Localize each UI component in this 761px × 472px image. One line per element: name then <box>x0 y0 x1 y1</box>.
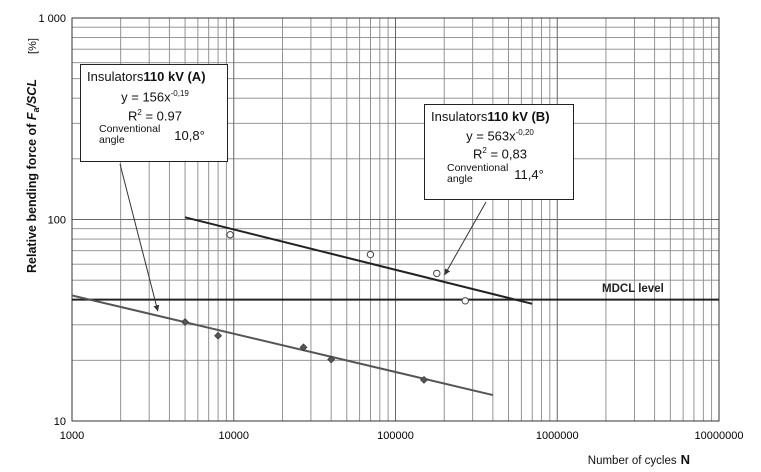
annotation-a-title-text: Insulators <box>87 69 144 84</box>
annotation-a-conv-text: Conventional angle <box>99 122 161 146</box>
data-point-b <box>433 269 441 278</box>
annotation-a-eq-prefix: y = 156x <box>121 89 171 105</box>
annotation-b-conv-text: Conventional angle <box>447 161 509 185</box>
annotation-a-title: Insulators110 kV (A) <box>87 69 223 84</box>
x-axis-label-text: Number of cycles <box>588 455 677 467</box>
x-tick-labels: 1000 10000 100000 1000000 10000000 <box>60 430 744 442</box>
x-tick-label: 1000000 <box>536 430 579 442</box>
annotation-a-title-bold: 110 kV (A) <box>143 69 206 84</box>
annotation-box-a: Insulators110 kV (A) y = 156x-0,19 R2 = … <box>80 64 228 162</box>
annotation-b-angle: 11,4° <box>514 166 544 182</box>
data-point-a <box>214 331 222 340</box>
plot-frame <box>71 17 720 422</box>
annotation-b-r2-sup: 2 <box>482 146 487 156</box>
annotation-a-conv-line1: Conventional <box>99 122 161 135</box>
y-axis-unit: [%] <box>27 38 39 54</box>
annotation-b-r2-value: = 0,83 <box>486 146 527 162</box>
annotation-b-eq-exp: -0,20 <box>515 128 534 137</box>
annotation-b-conv: Conventional angle 11,4° <box>431 161 569 185</box>
annotation-b-equation: y = 563x-0,20 <box>431 128 569 143</box>
annotation-a-equation: y = 156x-0,19 <box>87 89 223 104</box>
data-point-a <box>420 375 428 384</box>
annotation-box-b: Insulators110 kV (B) y = 563x-0,20 R2 = … <box>424 104 574 200</box>
trendline-series-b <box>184 216 533 305</box>
annotation-a-conv-line2: angle <box>99 133 125 146</box>
y-tick-label: 10 <box>54 416 66 428</box>
data-point-a <box>327 355 336 364</box>
y-tick-label: 100 <box>48 215 66 227</box>
annotation-a-conv: Conventional angle 10,8° <box>87 122 223 146</box>
mdcl-label: MDCL level <box>602 283 664 295</box>
annotation-b-r2: R2 = 0,83 <box>431 146 569 161</box>
annotation-b-eq-prefix: y = 563x <box>466 128 516 144</box>
y-axis-label-suffix: /SCL <box>25 79 39 108</box>
arrow-a-line <box>119 163 160 312</box>
annotation-b-r2-prefix: R <box>473 146 483 162</box>
x-axis-label-symbol: N <box>681 452 690 467</box>
x-tick-label: 10000000 <box>695 430 744 442</box>
data-point-b <box>366 250 375 259</box>
x-axis-label: Number of cycles N <box>588 452 690 467</box>
annotation-b-title: Insulators110 kV (B) <box>431 109 569 124</box>
x-tick-label: 100000 <box>377 430 414 442</box>
annotation-b-title-bold: 110 kV (B) <box>487 109 550 124</box>
y-axis-label-sub: a <box>31 107 41 113</box>
annotation-b-title-text: Insulators <box>431 109 488 124</box>
annotation-a-angle: 10,8° <box>174 127 205 143</box>
annotation-b-conv-line1: Conventional <box>447 161 509 174</box>
data-point-a <box>181 318 189 326</box>
y-tick-label: 1 000 <box>38 13 66 25</box>
arrow-b-line <box>444 201 487 276</box>
y-axis-label: Relative bending force of Fa/SCL <box>25 79 41 273</box>
annotation-a-r2: R2 = 0.97 <box>87 108 223 123</box>
x-tick-label: 1000 <box>60 430 84 442</box>
y-axis-label-f: F <box>25 112 39 120</box>
annotation-a-r2-sup: 2 <box>137 108 142 118</box>
data-point-a <box>299 343 308 352</box>
x-tick-label: 10000 <box>218 430 249 442</box>
y-tick-labels: 10 100 1 000 <box>38 13 66 428</box>
annotation-a-r2-value: = 0.97 <box>141 108 182 124</box>
y-axis-label-prefix: Relative bending force of <box>25 120 39 273</box>
data-points <box>181 231 469 384</box>
annotation-b-conv-line2: angle <box>447 172 473 185</box>
data-point-b <box>226 231 234 239</box>
data-point-b <box>461 297 469 305</box>
annotation-arrows <box>119 163 487 312</box>
annotation-a-eq-exp: -0,19 <box>170 89 189 98</box>
annotation-a-r2-prefix: R <box>128 108 138 124</box>
